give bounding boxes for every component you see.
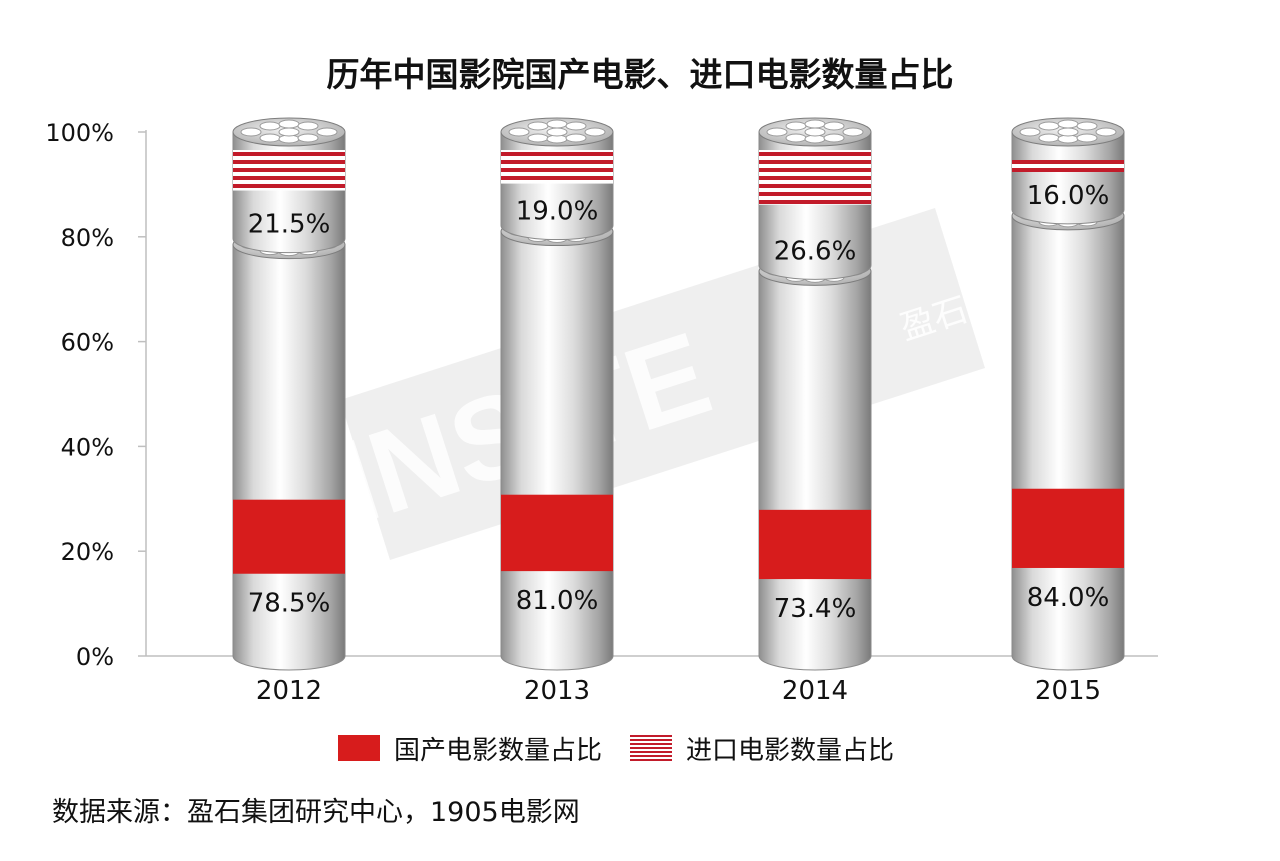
reel-hole bbox=[823, 121, 845, 131]
reel-hole bbox=[1038, 121, 1060, 131]
reel-hole bbox=[297, 133, 319, 143]
legend-swatch-imported bbox=[630, 735, 673, 761]
reel-hole bbox=[785, 121, 807, 131]
data-label-imported: 19.0% bbox=[516, 197, 599, 227]
reel-hole bbox=[842, 127, 864, 137]
reel-hole bbox=[546, 119, 568, 129]
x-tick-label: 2013 bbox=[524, 676, 590, 706]
reel-hole bbox=[823, 133, 845, 143]
reel-hole bbox=[316, 127, 338, 137]
reel-hole bbox=[278, 127, 300, 137]
data-label-domestic: 78.5% bbox=[248, 589, 331, 619]
reel-hole bbox=[527, 133, 549, 143]
reel-hole bbox=[1038, 133, 1060, 143]
reel-hole bbox=[1076, 133, 1098, 143]
y-tick-label: 40% bbox=[61, 433, 114, 461]
bar-domestic: 81.0% bbox=[500, 217, 614, 671]
reel-hole bbox=[546, 127, 568, 137]
bar-imported: 26.6% bbox=[758, 117, 872, 280]
reel-hole bbox=[1019, 127, 1041, 137]
bar-imported: 16.0% bbox=[1011, 117, 1125, 225]
y-tick-label: 80% bbox=[61, 224, 114, 252]
reel-hole bbox=[240, 127, 262, 137]
bar-domestic: 73.4% bbox=[758, 256, 872, 671]
reel-hole bbox=[804, 119, 826, 129]
x-axis-ticks: 2012 2013 2014 2015 bbox=[256, 676, 1101, 706]
data-label-imported: 26.6% bbox=[774, 236, 857, 266]
reel-hole bbox=[278, 119, 300, 129]
legend-item-imported: 进口电影数量占比 bbox=[630, 730, 894, 767]
legend-item-domestic: 国产电影数量占比 bbox=[338, 730, 602, 767]
watermark: INSITE 盈石 bbox=[322, 208, 985, 560]
y-tick-label: 0% bbox=[76, 643, 114, 671]
reel-hole bbox=[1076, 121, 1098, 131]
data-label-imported: 16.0% bbox=[1027, 181, 1110, 211]
bars: 78.5% 21.5% 81.0% 19.0% 73.4% 26.6% 84.0% 16.0% bbox=[232, 117, 1125, 671]
bar-imported-stripes bbox=[759, 150, 871, 205]
bar-imported-stripes bbox=[1012, 160, 1124, 172]
bar-domestic-band bbox=[759, 509, 871, 580]
legend-label-domestic: 国产电影数量占比 bbox=[394, 735, 603, 766]
reel-hole bbox=[297, 121, 319, 131]
reel-hole bbox=[1057, 119, 1079, 129]
x-tick-label: 2014 bbox=[782, 676, 848, 706]
bar-domestic-band bbox=[233, 499, 345, 574]
bar-domestic: 84.0% bbox=[1011, 201, 1125, 671]
chart-title: 历年中国影院国产电影、进口电影数量占比 bbox=[326, 55, 954, 94]
bar-imported-body bbox=[1011, 131, 1125, 225]
data-label-imported: 21.5% bbox=[248, 210, 331, 240]
reel-hole bbox=[565, 121, 587, 131]
bar-imported-stripes bbox=[233, 150, 345, 191]
bar-domestic: 78.5% bbox=[232, 230, 346, 671]
reel-hole bbox=[259, 121, 281, 131]
y-tick-label: 20% bbox=[61, 538, 114, 566]
source-note: 数据来源：盈石集团研究中心，1905电影网 bbox=[52, 797, 580, 828]
reel-hole bbox=[1057, 127, 1079, 137]
x-tick-label: 2012 bbox=[256, 676, 322, 706]
reel-hole bbox=[259, 133, 281, 143]
legend: 国产电影数量占比 进口电影数量占比 bbox=[338, 728, 922, 768]
reel-hole bbox=[785, 133, 807, 143]
data-label-domestic: 81.0% bbox=[516, 586, 599, 616]
bar-domestic-band bbox=[1012, 488, 1124, 568]
legend-label-imported: 进口电影数量占比 bbox=[686, 735, 895, 766]
reel-hole bbox=[527, 121, 549, 131]
bar-imported: 19.0% bbox=[500, 117, 614, 241]
y-tick-label: 100% bbox=[45, 119, 114, 147]
reel-hole bbox=[766, 127, 788, 137]
data-label-domestic: 73.4% bbox=[774, 594, 857, 624]
reel-hole bbox=[804, 127, 826, 137]
bar-imported: 21.5% bbox=[232, 117, 346, 254]
reel-hole bbox=[508, 127, 530, 137]
reel-hole bbox=[1095, 127, 1117, 137]
legend-swatch-domestic bbox=[338, 735, 380, 761]
data-label-domestic: 84.0% bbox=[1027, 583, 1110, 613]
y-axis-ticks: 0% 20% 40% 60% 80% 100% bbox=[45, 119, 146, 671]
x-tick-label: 2015 bbox=[1035, 676, 1101, 706]
bar-imported-stripes bbox=[501, 150, 613, 184]
reel-hole bbox=[565, 133, 587, 143]
bar-domestic-band bbox=[501, 494, 613, 572]
y-tick-label: 60% bbox=[61, 329, 114, 357]
reel-hole bbox=[584, 127, 606, 137]
